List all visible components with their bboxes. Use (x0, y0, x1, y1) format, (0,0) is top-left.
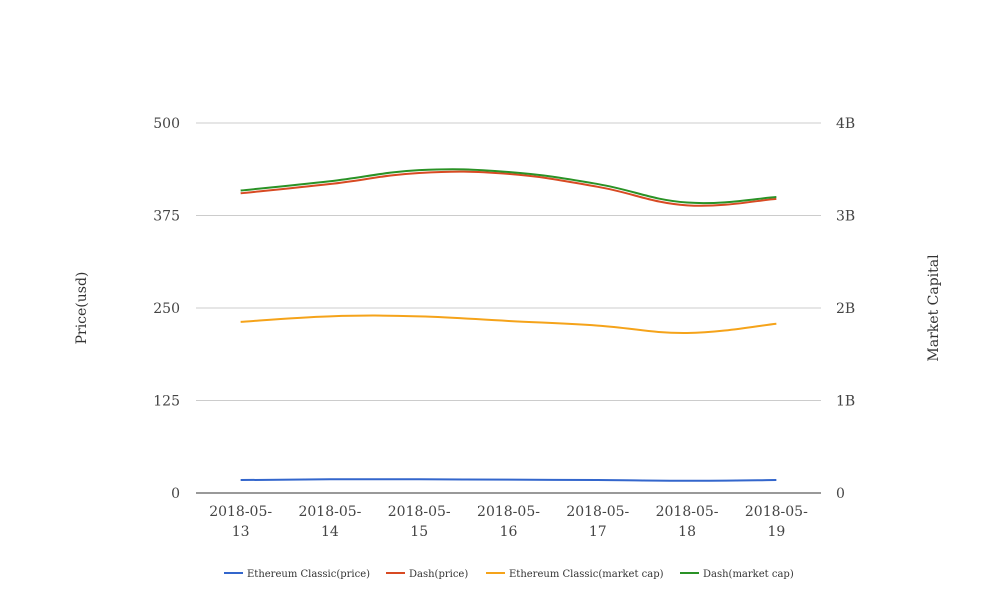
legend: Ethereum Classic(price) Dash(price) Ethere… (224, 569, 794, 580)
x-tick-label: 2018-05-19 (745, 504, 808, 540)
series-line-2 (240, 170, 777, 207)
y-left-tick-label: 375 (153, 209, 180, 225)
x-tick-label: 2018-05-13 (209, 504, 272, 540)
x-tick-label: 2018-05-15 (388, 504, 451, 540)
legend-label: Dash(price) (409, 569, 468, 580)
legend-label: Dash(market cap) (703, 569, 794, 580)
series-line-3 (240, 314, 777, 334)
x-tick-label: 2018-05-16 (477, 504, 540, 540)
series-line-4 (240, 168, 777, 205)
legend-label: Ethereum Classic(price) (247, 569, 370, 580)
y-left-tick-label: 500 (153, 116, 180, 132)
y-right-tick-label: 1B (836, 394, 855, 410)
series-lines (240, 168, 777, 482)
gridlines (196, 122, 821, 401)
x-tick-label: 2018-05-17 (566, 504, 629, 540)
y-right-axis-title: Market Capital (926, 254, 942, 362)
y-left-tick-label: 0 (171, 486, 180, 502)
y-left-tick-label: 250 (153, 301, 180, 317)
y-left-tick-label: 125 (153, 394, 180, 410)
axes: 0 125 250 375 500 0 1B 2B 3B 4B 2018-05-13 2018-05-… (74, 116, 942, 540)
x-tick-label: 2018-05-18 (656, 504, 719, 540)
x-tick-label: 2018-05-14 (298, 504, 361, 540)
y-right-tick-label: 4B (836, 116, 855, 132)
y-right-tick-label: 0 (836, 486, 845, 502)
series-line-1 (240, 478, 777, 482)
y-right-tick-label: 2B (836, 301, 855, 317)
y-right-tick-label: 3B (836, 209, 855, 225)
y-left-axis-title: Price(usd) (74, 272, 90, 345)
legend-label: Ethereum Classic(market cap) (509, 569, 664, 580)
